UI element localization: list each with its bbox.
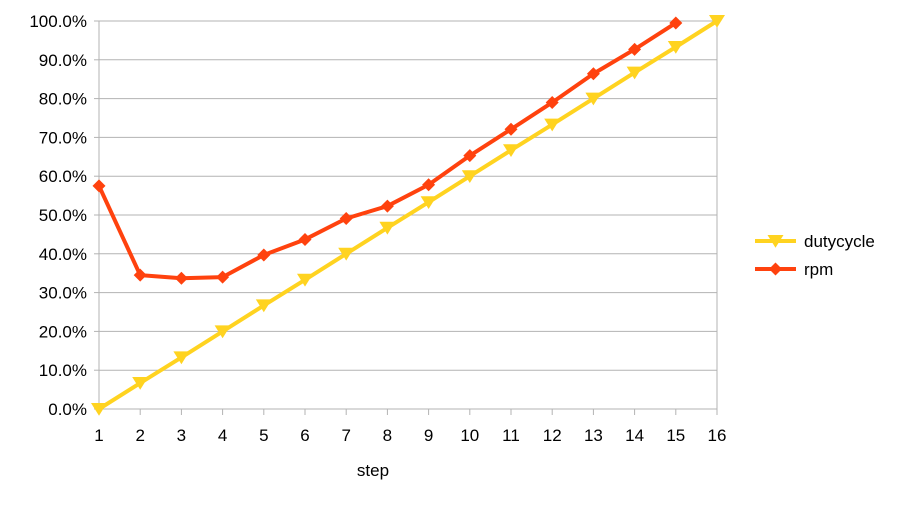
data-point-dutycycle [503, 144, 519, 158]
x-tick-label: 16 [708, 426, 727, 445]
data-point-rpm [586, 67, 600, 81]
data-point-rpm [174, 271, 188, 285]
y-tick-label: 20.0% [39, 322, 87, 341]
x-tick-label: 3 [177, 426, 186, 445]
data-point-dutycycle [338, 247, 355, 261]
legend: dutycycle rpm [755, 232, 875, 279]
legend-label-rpm: rpm [804, 260, 833, 279]
tick-labels: 0.0% 10.0% 20.0% 30.0% 40.0% 50.0% 60.0% 70.0% 8… [29, 12, 726, 445]
x-tick-label: 6 [300, 426, 309, 445]
data-point-dutycycle [379, 221, 396, 235]
legend-marker-rpm [769, 262, 782, 276]
x-tick-label: 8 [383, 426, 392, 445]
data-point-rpm [216, 270, 230, 284]
x-tick-label: 2 [135, 426, 144, 445]
data-point-rpm [545, 95, 559, 109]
x-axis-title: step [357, 461, 389, 480]
data-point-dutycycle [420, 196, 437, 209]
series-line-dutycycle [97, 19, 719, 411]
axes [94, 20, 718, 415]
data-point-dutycycle [173, 351, 190, 365]
x-tick-label: 13 [584, 426, 603, 445]
data-point-dutycycle [585, 92, 602, 106]
x-tick-label: 4 [218, 426, 227, 445]
data-point-rpm [339, 211, 353, 225]
x-tick-label: 1 [94, 426, 103, 445]
x-tick-label: 11 [502, 426, 520, 445]
data-point-rpm [257, 248, 271, 262]
data-point-dutycycle [461, 170, 478, 183]
data-point-dutycycle [91, 403, 107, 416]
y-tick-label: 90.0% [39, 51, 87, 70]
data-point-rpm [298, 232, 312, 246]
x-tick-label: 9 [424, 426, 433, 445]
data-point-dutycycle [544, 118, 561, 132]
data-point-rpm [463, 149, 477, 163]
series-line-rpm [97, 20, 678, 281]
y-tick-label: 10.0% [39, 361, 87, 380]
x-tick-label: 7 [341, 426, 350, 445]
y-tick-label: 60.0% [39, 167, 87, 186]
x-tick-label: 5 [259, 426, 268, 445]
data-point-dutycycle [297, 273, 313, 287]
y-tick-label: 80.0% [39, 90, 87, 109]
y-tick-label: 30.0% [39, 284, 87, 303]
x-tick-label: 10 [460, 426, 479, 445]
data-point-rpm [133, 268, 147, 282]
x-tick-label: 15 [666, 426, 685, 445]
y-tick-label: 70.0% [39, 128, 87, 147]
data-point-dutycycle [255, 299, 272, 313]
y-tick-label: 50.0% [39, 206, 87, 225]
data-point-rpm [92, 179, 106, 193]
data-point-dutycycle [709, 15, 725, 28]
data-point-rpm [628, 42, 642, 56]
x-tick-label: 14 [625, 426, 644, 445]
legend-label-dutycycle: dutycycle [804, 232, 875, 251]
data-point-rpm [422, 178, 436, 192]
x-tick-label: 12 [543, 426, 562, 445]
data-point-dutycycle [667, 40, 684, 54]
series-plot-area [91, 15, 725, 416]
data-point-rpm [380, 199, 394, 213]
data-point-rpm [504, 122, 518, 136]
y-tick-label: 0.0% [48, 400, 87, 419]
data-point-dutycycle [214, 325, 231, 339]
data-point-dutycycle [132, 377, 149, 390]
y-tick-label: 40.0% [39, 245, 87, 264]
legend-marker-dutycycle [767, 235, 784, 248]
data-point-rpm [669, 16, 683, 30]
y-tick-label: 100.0% [29, 12, 87, 31]
data-point-dutycycle [626, 66, 643, 80]
